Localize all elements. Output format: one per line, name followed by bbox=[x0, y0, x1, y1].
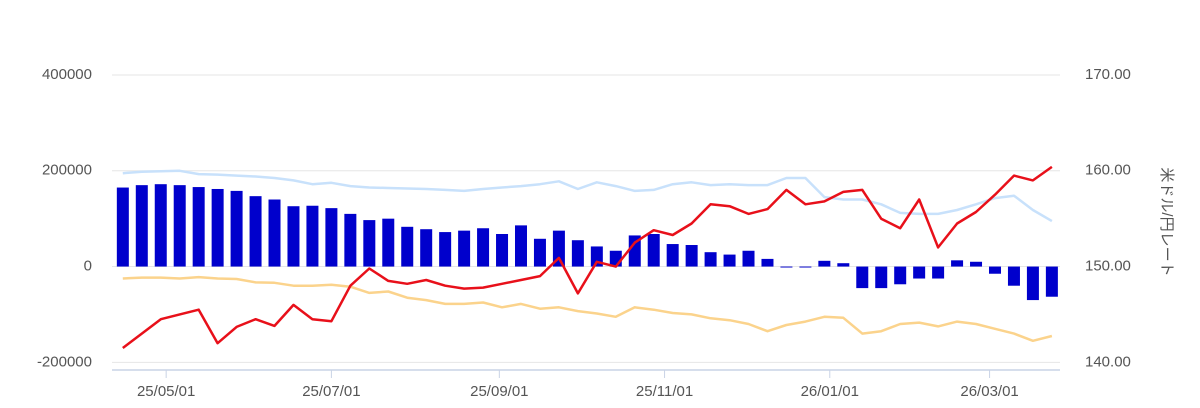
bar bbox=[116, 187, 129, 267]
bar bbox=[799, 266, 812, 268]
line bbox=[122, 169, 1053, 223]
bar bbox=[325, 208, 338, 267]
bar bbox=[514, 225, 527, 267]
bar bbox=[742, 250, 755, 267]
y2-tick-label: 160.00 bbox=[1085, 162, 1131, 179]
y-tick-label: 200000 bbox=[42, 162, 92, 179]
bar bbox=[1007, 266, 1020, 286]
x-tick-label: 26/01/01 bbox=[801, 383, 859, 400]
x-tick-label: 25/05/01 bbox=[137, 383, 195, 400]
bar bbox=[249, 196, 262, 267]
bar bbox=[135, 185, 148, 267]
y2-axis-label: 米ドル/円レート bbox=[1158, 167, 1175, 276]
line bbox=[122, 165, 1053, 349]
bar bbox=[192, 187, 205, 267]
bar bbox=[458, 230, 471, 267]
bar bbox=[439, 232, 452, 267]
bar bbox=[306, 205, 319, 267]
bar bbox=[647, 233, 660, 267]
y-tick-label: -200000 bbox=[37, 353, 92, 370]
bar bbox=[496, 233, 509, 267]
bar bbox=[230, 190, 243, 267]
bar bbox=[628, 235, 641, 267]
bar bbox=[533, 238, 546, 267]
x-tick-label: 25/07/01 bbox=[302, 383, 360, 400]
bar bbox=[571, 240, 584, 267]
bar bbox=[211, 188, 224, 267]
x-tick-label: 26/03/01 bbox=[960, 383, 1018, 400]
y2-tick-label: 140.00 bbox=[1085, 353, 1131, 370]
y-tick-label: 400000 bbox=[42, 66, 92, 83]
bar bbox=[666, 244, 679, 267]
bar bbox=[477, 228, 490, 267]
bar bbox=[287, 206, 300, 267]
bar bbox=[818, 260, 831, 267]
bar bbox=[875, 266, 888, 289]
bar bbox=[970, 261, 983, 267]
bar bbox=[382, 218, 395, 267]
bar bbox=[173, 185, 186, 267]
bar bbox=[609, 250, 622, 267]
bar bbox=[894, 266, 907, 285]
y2-tick-label: 170.00 bbox=[1085, 66, 1131, 83]
x-tick-label: 25/11/01 bbox=[636, 383, 693, 400]
bar bbox=[685, 245, 698, 267]
bar bbox=[552, 230, 565, 267]
bar bbox=[401, 226, 414, 267]
bar bbox=[1026, 266, 1039, 301]
bar bbox=[913, 266, 926, 279]
bar bbox=[723, 254, 736, 267]
bar bbox=[761, 258, 774, 267]
bar bbox=[856, 266, 869, 289]
bar bbox=[154, 184, 167, 267]
bar bbox=[268, 199, 281, 267]
bar bbox=[704, 252, 717, 267]
bar bbox=[363, 220, 376, 267]
bar bbox=[780, 266, 793, 268]
bar bbox=[951, 260, 964, 267]
y2-tick-label: 150.00 bbox=[1085, 258, 1131, 275]
bar bbox=[1045, 266, 1058, 297]
y-tick-label: 0 bbox=[84, 258, 92, 275]
x-tick-label: 25/09/01 bbox=[470, 383, 528, 400]
line bbox=[122, 275, 1053, 343]
bar bbox=[837, 263, 850, 267]
bar bbox=[344, 213, 357, 267]
bar bbox=[988, 266, 1001, 274]
bar bbox=[420, 229, 433, 267]
bar bbox=[932, 266, 945, 279]
